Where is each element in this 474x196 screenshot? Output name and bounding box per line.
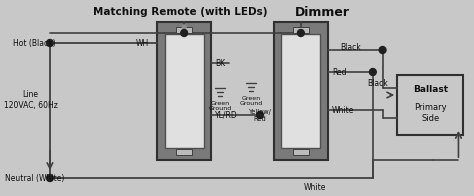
Text: White: White [332,105,355,114]
FancyBboxPatch shape [273,22,328,160]
FancyBboxPatch shape [176,27,192,33]
Text: Primary
Side: Primary Side [414,103,447,123]
Circle shape [182,25,186,29]
Text: WH: WH [136,38,149,47]
FancyBboxPatch shape [282,34,320,148]
FancyBboxPatch shape [293,27,309,33]
FancyBboxPatch shape [164,34,204,148]
Text: Green
Ground: Green Ground [209,101,232,111]
Text: Red: Red [332,67,346,76]
FancyBboxPatch shape [397,75,463,135]
Text: Black: Black [368,79,388,87]
Text: Line
120VAC, 60Hz: Line 120VAC, 60Hz [4,90,57,110]
Circle shape [298,30,304,36]
Text: Yellow/
Red: Yellow/ Red [248,109,272,122]
Circle shape [256,112,264,119]
Circle shape [369,68,376,75]
FancyBboxPatch shape [157,22,211,160]
Text: Hot (Black): Hot (Black) [13,38,56,47]
Text: BK: BK [215,58,226,67]
Text: Green
Ground: Green Ground [240,96,263,106]
Circle shape [181,30,188,36]
Circle shape [46,174,54,181]
FancyBboxPatch shape [293,149,309,155]
Text: Black: Black [340,43,361,52]
Circle shape [46,40,54,46]
Text: YL/RD: YL/RD [215,111,238,120]
Circle shape [379,46,386,54]
Text: Ballast: Ballast [413,84,448,93]
Text: Neutral (White): Neutral (White) [5,173,64,182]
Text: White: White [303,183,326,192]
Text: Dimmer: Dimmer [295,5,350,18]
FancyBboxPatch shape [176,149,192,155]
Text: Matching Remote (with LEDs): Matching Remote (with LEDs) [93,7,267,17]
